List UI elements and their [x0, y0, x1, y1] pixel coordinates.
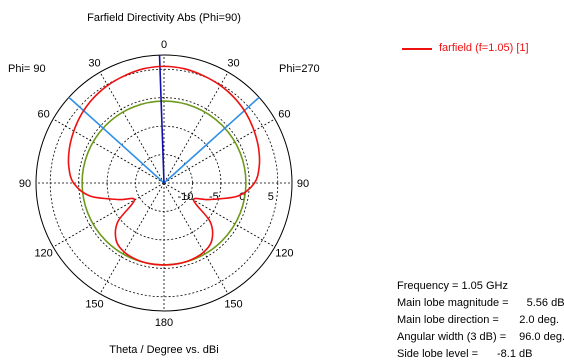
- series-point: [163, 65, 165, 67]
- sidelobe-value: -8.1 dB: [497, 348, 533, 360]
- angle-tick-label: 150: [224, 298, 242, 310]
- series-point: [202, 74, 204, 77]
- phi-right-label: Phi=270: [279, 63, 320, 75]
- series-point: [72, 182, 75, 184]
- angle-tick-label: 30: [227, 58, 239, 70]
- width-label: Angular width (3 dB) =: [397, 331, 507, 343]
- direction-value: 2.0 deg.: [519, 314, 559, 326]
- series-point: [117, 221, 119, 223]
- series-point: [209, 221, 211, 223]
- angle-tick-label: 60: [278, 109, 290, 121]
- angle-tick-label: 180: [155, 317, 173, 329]
- angle-tick-label: 150: [85, 298, 103, 310]
- radial-tick-label: -5: [209, 191, 219, 203]
- series-point: [81, 113, 83, 115]
- outer-circle: [35, 54, 293, 312]
- angle-tick-label: 0: [161, 39, 167, 51]
- series-point: [163, 264, 165, 266]
- grid-spoke-240: [52, 182, 165, 248]
- grid-spoke-210: [99, 182, 165, 295]
- series-point: [149, 263, 151, 265]
- series-point: [68, 147, 70, 150]
- angle-tick-label: 90: [19, 178, 31, 190]
- series-point: [258, 147, 260, 150]
- series-point: [192, 199, 195, 201]
- radial-tick-label: 5: [268, 191, 274, 203]
- sidelobe-row: Side lobe level = -8.1 dB: [397, 346, 564, 363]
- direction-row: Main lobe direction = 2.0 deg.: [397, 312, 564, 329]
- series-point: [73, 130, 75, 132]
- series-point: [115, 239, 117, 241]
- grid-spoke-120: [163, 182, 276, 248]
- width-value: 96.0 deg.: [519, 331, 564, 343]
- chart-title: Farfield Directivity Abs (Phi=90): [87, 12, 241, 24]
- magnitude-value: 5.56 dBi: [526, 297, 564, 309]
- series-point: [234, 97, 236, 100]
- legend-label: farfield (f=1.05) [1]: [439, 42, 529, 54]
- frequency-row: Frequency = 1.05 GHz: [397, 278, 564, 295]
- series-point: [253, 130, 255, 132]
- x-axis-label: Theta / Degree vs. dBi: [109, 344, 218, 356]
- series-point: [211, 239, 213, 241]
- series-point: [253, 182, 256, 184]
- series-point: [123, 251, 125, 253]
- direction-label: Main lobe direction =: [397, 314, 499, 326]
- legend: farfield (f=1.05) [1]: [402, 42, 552, 56]
- beamwidth-line-1: [163, 96, 260, 184]
- grid-spoke-300: [52, 118, 165, 184]
- angle-tick-label: 30: [88, 58, 100, 70]
- plot-layer: 0 30 60 90 120 150 180 150 120 90 60 30 -10 -5 0 5: [19, 39, 309, 329]
- grid-spoke-60: [163, 118, 276, 184]
- series-point: [177, 263, 179, 265]
- main-lobe-line: [158, 55, 165, 184]
- farfield-summary: Frequency = 1.05 GHz Main lobe magnitude…: [397, 278, 564, 363]
- series-point: [245, 113, 247, 115]
- series-point: [143, 68, 145, 70]
- frequency-text: Frequency = 1.05 GHz: [397, 280, 508, 292]
- series-point: [124, 74, 126, 77]
- angle-tick-label: 90: [297, 178, 309, 190]
- series-point: [203, 251, 205, 253]
- series-point: [208, 198, 211, 201]
- series-point: [107, 84, 109, 87]
- series-point: [135, 258, 137, 261]
- grid-spoke-150: [163, 182, 229, 295]
- angle-tick-label: 120: [275, 248, 293, 260]
- grid-spoke-330: [99, 71, 165, 184]
- radial-tick-label: 0: [239, 191, 245, 203]
- radial-tick-label: -10: [177, 191, 193, 203]
- grid-spoke-30: [163, 71, 229, 184]
- angle-tick-label: 60: [37, 109, 49, 121]
- series-point: [183, 68, 185, 70]
- series-point: [68, 165, 70, 167]
- series-point: [89, 195, 91, 197]
- legend-swatch: [402, 48, 432, 50]
- magnitude-row: Main lobe magnitude = 5.56 dBi: [397, 295, 564, 312]
- phi-left-label: Phi= 90: [8, 63, 46, 75]
- series-point: [133, 199, 136, 201]
- magnitude-label: Main lobe magnitude =: [397, 297, 509, 309]
- series-point: [191, 258, 193, 261]
- angle-tick-label: 120: [34, 248, 52, 260]
- sidelobe-label: Side lobe level =: [397, 348, 479, 360]
- series-point: [237, 195, 239, 197]
- series-point: [219, 84, 221, 87]
- series-point: [117, 198, 120, 201]
- beamwidth-line-0: [68, 96, 165, 184]
- series-point: [258, 165, 260, 167]
- series-point: [92, 97, 94, 100]
- width-row: Angular width (3 dB) = 96.0 deg.: [397, 329, 564, 346]
